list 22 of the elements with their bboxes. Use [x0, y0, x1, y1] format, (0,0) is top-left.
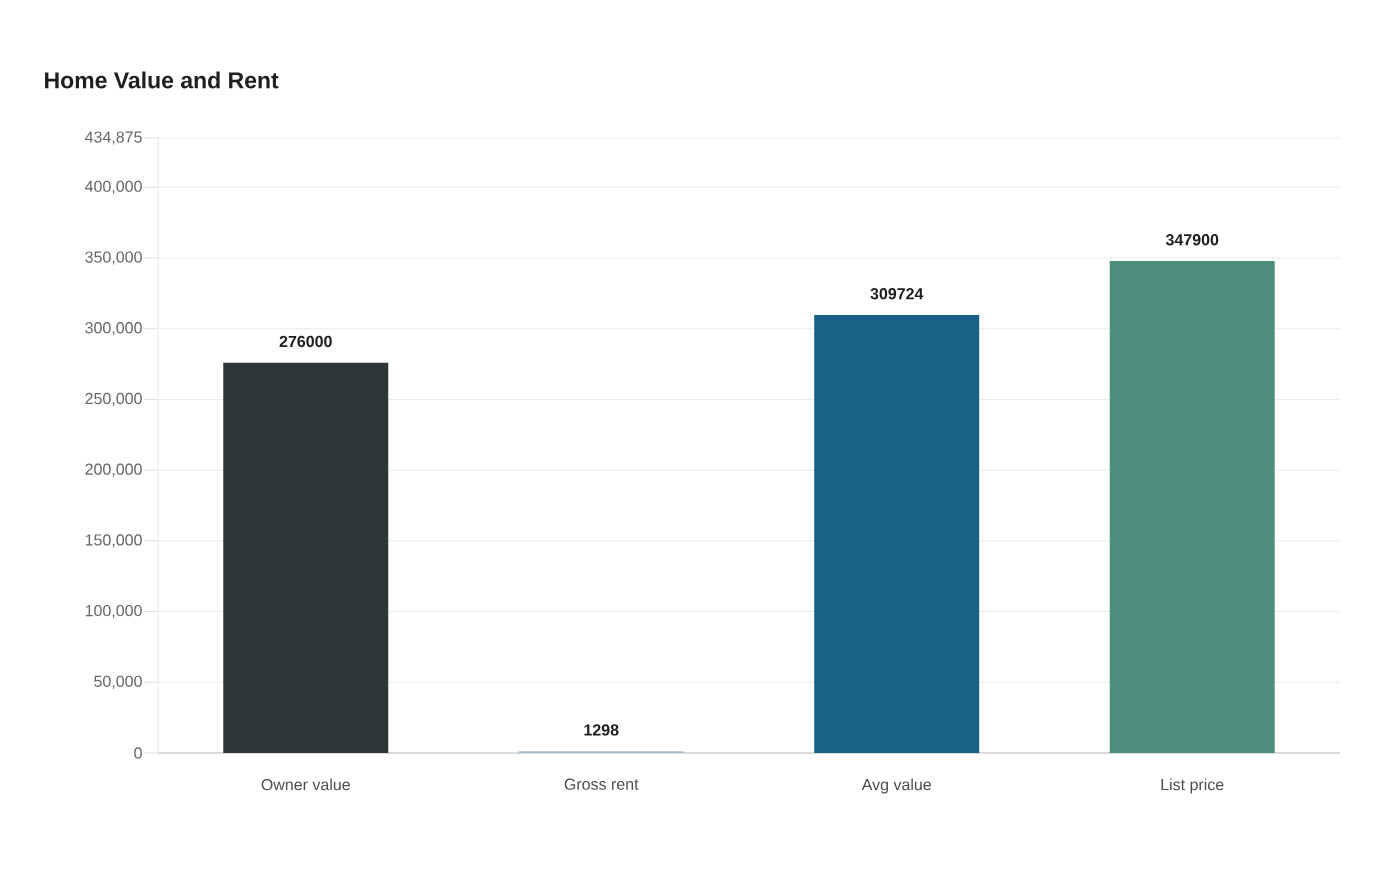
data-label: 1298 [584, 724, 619, 736]
x-tick-label: List price [1161, 778, 1224, 794]
bar [1109, 260, 1275, 753]
x-tick-label: Gross rent [564, 778, 639, 790]
bar [814, 314, 980, 753]
x-tick-label: Owner value [261, 778, 350, 791]
data-label: 276000 [279, 335, 332, 348]
y-tick-label: 50,000 [94, 675, 142, 689]
x-tick-label: Avg value [861, 778, 931, 794]
y-tick-label: 0 [134, 747, 142, 759]
data-label: 309724 [870, 288, 924, 300]
y-tick-label: 250,000 [85, 392, 142, 407]
y-tick-label: 400,000 [85, 180, 142, 194]
y-tick-label: 200,000 [85, 463, 142, 477]
y-tick-label: 150,000 [85, 534, 142, 548]
chart-title: Home Value and Rent [45, 71, 279, 89]
y-tick-label: 300,000 [85, 322, 142, 336]
data-label: 347900 [1165, 234, 1219, 246]
y-tick-label: 434,875 [85, 131, 142, 145]
y-tick-label: 350,000 [85, 251, 142, 265]
bar [223, 362, 389, 753]
y-tick-label: 100,000 [85, 604, 142, 619]
